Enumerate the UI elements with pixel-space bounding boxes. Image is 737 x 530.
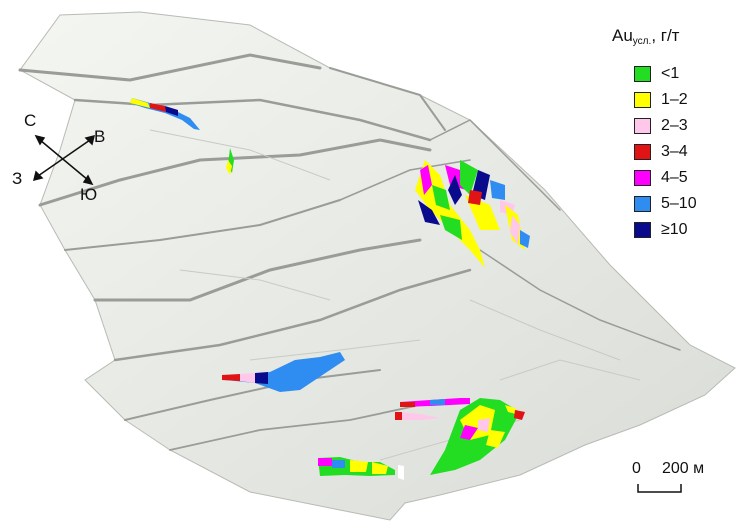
legend-item: 1–2 xyxy=(634,90,734,110)
ore-body-cluster-east xyxy=(415,160,530,268)
legend-item: 3–4 xyxy=(634,142,734,162)
legend-swatch xyxy=(634,118,651,134)
legend-title: Auусл., г/т xyxy=(612,26,732,52)
ore-body-small xyxy=(226,148,234,175)
ore-body-south xyxy=(318,457,404,480)
compass-east-label: В xyxy=(94,127,106,146)
scale-zero-label: 0 xyxy=(632,460,641,477)
legend-label: 3–4 xyxy=(661,143,688,160)
legend-swatch xyxy=(634,222,651,238)
legend-label: 5–10 xyxy=(661,195,697,212)
legend: Auусл., г/т <1 1–2 2–3 3–4 4–5 5–10 ≥10 xyxy=(612,26,732,238)
legend-title-unit: , г/т xyxy=(651,26,680,45)
compass-west-label: З xyxy=(12,169,23,188)
ore-body-northwest xyxy=(130,98,200,130)
legend-label: 4–5 xyxy=(661,169,688,186)
legend-item: 4–5 xyxy=(634,168,734,188)
legend-swatch xyxy=(634,92,651,108)
compass-south-label: Ю xyxy=(80,185,98,204)
compass-north-label: С xyxy=(24,111,37,130)
legend-item: 2–3 xyxy=(634,116,734,136)
legend-swatch xyxy=(634,144,651,160)
legend-item: 5–10 xyxy=(634,194,734,214)
legend-item: ≥10 xyxy=(634,220,734,240)
terrain-surface xyxy=(19,11,736,521)
ore-body-southeast xyxy=(395,398,525,475)
legend-label: 2–3 xyxy=(661,117,688,134)
scale-bar-line xyxy=(637,484,682,493)
legend-label: ≥10 xyxy=(661,221,688,238)
legend-item: <1 xyxy=(634,64,734,84)
legend-swatch xyxy=(634,196,651,212)
terrain-ridges xyxy=(18,53,681,451)
legend-title-main: Au xyxy=(612,26,633,45)
ore-body-central xyxy=(222,352,345,392)
legend-swatch xyxy=(634,66,651,82)
scale-distance-label: 200 м xyxy=(662,460,705,477)
legend-swatch xyxy=(634,170,651,186)
compass-rose xyxy=(32,134,96,186)
legend-title-sub: усл. xyxy=(632,36,652,47)
legend-label: <1 xyxy=(661,65,680,82)
legend-label: 1–2 xyxy=(661,91,688,108)
scale-bar: 0 200 м xyxy=(632,460,732,500)
